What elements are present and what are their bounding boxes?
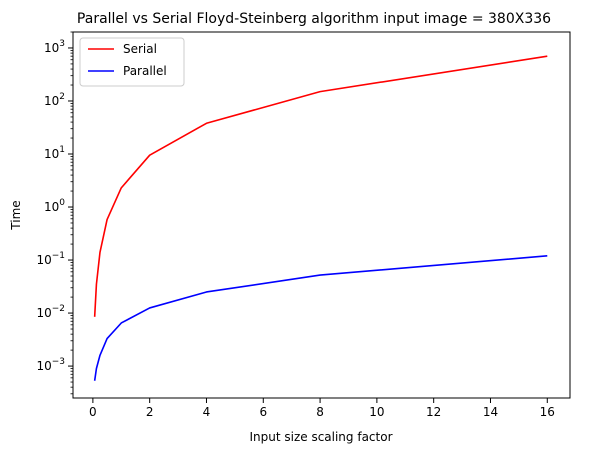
y-tick-label: 101 bbox=[44, 145, 65, 161]
x-axis: 0 2 4 6 8 10 12 14 16 bbox=[89, 398, 555, 419]
x-tick-label: 8 bbox=[316, 405, 324, 419]
x-tick-label: 14 bbox=[483, 405, 498, 419]
x-tick-label: 12 bbox=[426, 405, 441, 419]
x-tick-label: 6 bbox=[259, 405, 267, 419]
y-tick-label: 103 bbox=[44, 39, 65, 55]
x-tick-label: 16 bbox=[540, 405, 555, 419]
series-line-serial bbox=[93, 55, 548, 317]
y-tick-label: 102 bbox=[44, 92, 65, 108]
x-tick-label: 0 bbox=[89, 405, 97, 419]
y-tick-label: 10−3 bbox=[36, 357, 65, 373]
chart-title: Parallel vs Serial Floyd-Steinberg algor… bbox=[77, 11, 551, 27]
legend: Serial Parallel bbox=[79, 37, 185, 87]
y-axis: 10−3 10−2 10−1 100 101 102 103 bbox=[36, 31, 73, 395]
plot-area bbox=[93, 55, 548, 381]
x-tick-label: 2 bbox=[146, 405, 154, 419]
y-tick-label: 10−2 bbox=[36, 304, 65, 320]
series-line-parallel bbox=[93, 255, 548, 381]
x-tick-label: 10 bbox=[369, 405, 384, 419]
legend-frame bbox=[79, 37, 185, 87]
y-tick-label: 100 bbox=[44, 198, 65, 214]
legend-label-serial: Serial bbox=[123, 42, 157, 56]
x-tick-label: 4 bbox=[203, 405, 211, 419]
legend-label-parallel: Parallel bbox=[123, 64, 167, 78]
y-tick-label: 10−1 bbox=[36, 251, 65, 267]
x-axis-label: Input size scaling factor bbox=[249, 430, 392, 444]
y-axis-label: Time bbox=[9, 200, 23, 230]
